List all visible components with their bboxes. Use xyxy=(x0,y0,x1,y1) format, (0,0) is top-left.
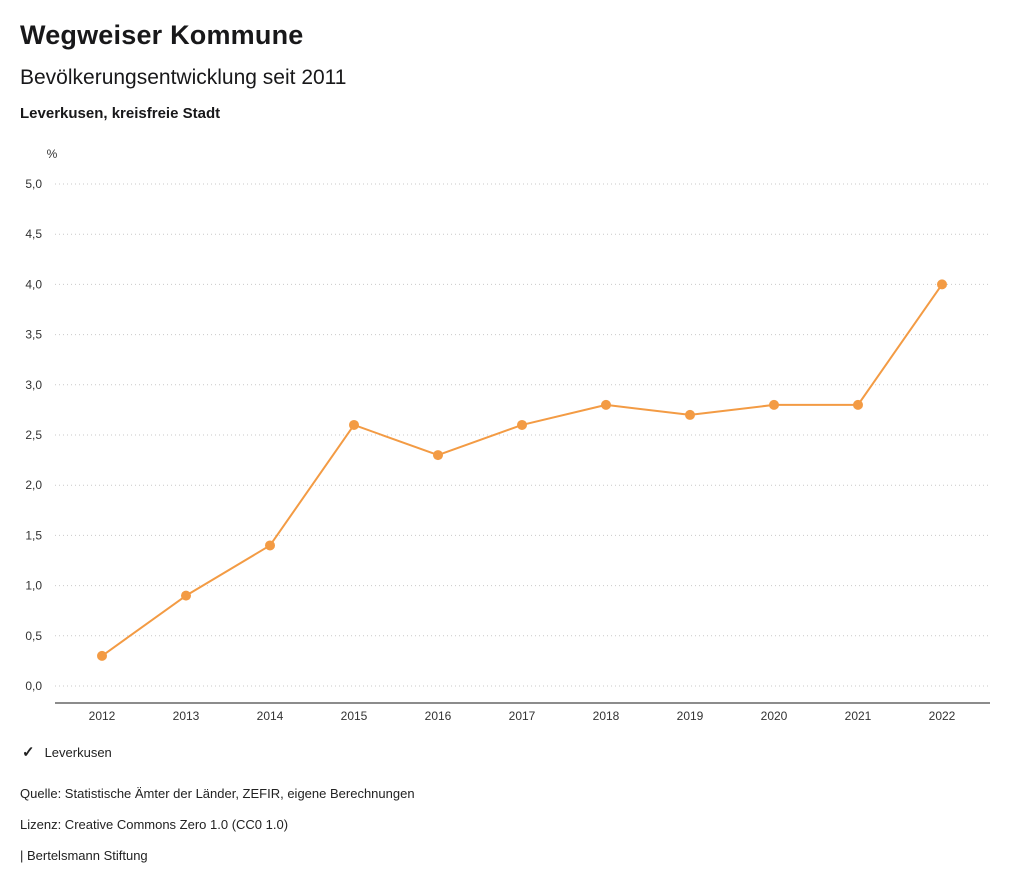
data-point xyxy=(265,540,275,551)
x-tick-label: 2016 xyxy=(425,709,452,723)
x-tick-label: 2020 xyxy=(761,709,788,723)
x-tick-label: 2021 xyxy=(845,709,872,723)
license-note: Lizenz: Creative Commons Zero 1.0 (CC0 1… xyxy=(20,817,289,832)
series-line xyxy=(101,283,943,657)
y-tick-label: 4,0 xyxy=(25,277,42,291)
legend: ✓ Leverkusen xyxy=(22,745,112,760)
x-tick-label: 2015 xyxy=(341,709,368,723)
chart-subtitle: Bevölkerungsentwicklung seit 2011 xyxy=(20,66,347,89)
data-point xyxy=(517,419,527,430)
data-point xyxy=(181,590,191,601)
region-label: Leverkusen, kreisfreie Stadt xyxy=(20,105,221,122)
y-axis-unit-label: % xyxy=(47,147,58,161)
y-tick-label: 0,5 xyxy=(25,629,42,643)
y-tick-label: 4,5 xyxy=(25,227,42,241)
y-tick-label: 3,0 xyxy=(25,378,42,392)
x-tick-label: 2017 xyxy=(509,709,536,723)
y-tick-label: 2,5 xyxy=(25,428,42,442)
data-point xyxy=(433,450,443,461)
data-point xyxy=(853,399,863,410)
y-tick-label: 1,0 xyxy=(25,579,42,593)
x-tick-label: 2014 xyxy=(257,709,284,723)
data-point xyxy=(601,399,611,410)
x-tick-label: 2012 xyxy=(89,709,116,723)
data-point xyxy=(685,409,695,420)
legend-check-icon: ✓ xyxy=(22,744,35,761)
y-tick-label: 0,0 xyxy=(25,679,42,693)
source-note: Quelle: Statistische Ämter der Länder, Z… xyxy=(20,786,415,801)
x-tick-label: 2022 xyxy=(929,709,956,723)
data-point xyxy=(769,399,779,410)
legend-label: Leverkusen xyxy=(44,745,112,760)
y-tick-label: 2,0 xyxy=(25,478,42,492)
y-tick-label: 1,5 xyxy=(25,528,42,542)
x-tick-label: 2019 xyxy=(677,709,704,723)
data-point xyxy=(97,650,107,661)
x-tick-label: 2013 xyxy=(173,709,200,723)
data-point xyxy=(349,419,359,430)
y-tick-label: 5,0 xyxy=(25,177,42,191)
x-tick-label: 2018 xyxy=(593,709,620,723)
attribution-note: | Bertelsmann Stiftung xyxy=(20,848,148,863)
data-point xyxy=(937,279,947,290)
page-title: Wegweiser Kommune xyxy=(20,20,304,50)
y-tick-label: 3,5 xyxy=(25,328,42,342)
